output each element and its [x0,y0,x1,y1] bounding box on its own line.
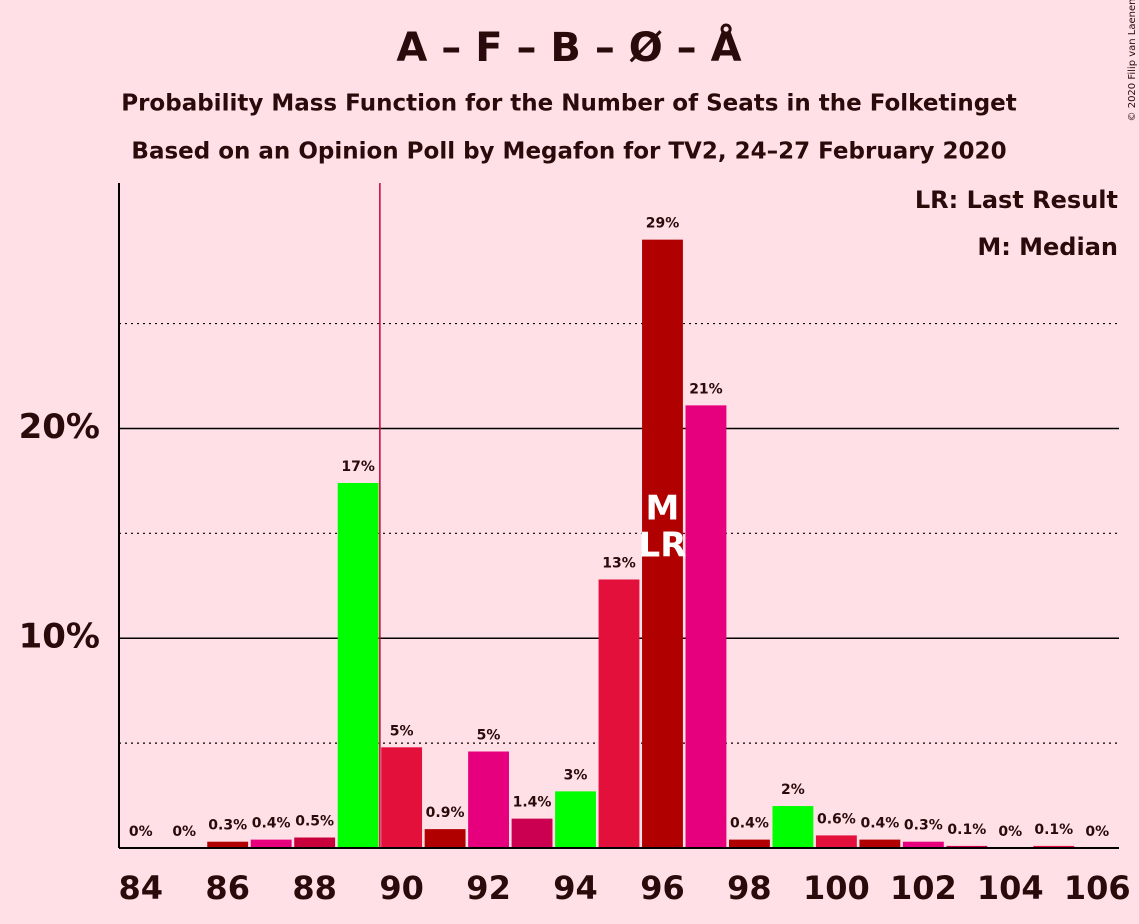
y-tick-label: 20% [19,407,100,447]
bar [1033,845,1075,848]
value-label: 0% [129,824,153,840]
value-label: 0.6% [817,811,856,827]
x-tick-label: 84 [118,869,163,907]
value-label: 0.9% [426,805,465,821]
value-label: 0.3% [904,818,943,834]
value-label: 21% [689,381,723,397]
bar [511,818,553,848]
value-label: 13% [602,555,636,571]
chart-title: A – F – B – Ø – Å [396,22,741,71]
bar [946,845,988,848]
last-result-marker: LR [639,526,687,566]
value-label: 0% [998,824,1022,840]
x-tick-label: 100 [803,869,870,907]
median-marker: M [646,489,680,529]
value-label: 0.1% [947,822,986,838]
bar [685,405,727,848]
value-label: 0.4% [252,816,291,832]
value-label: 1.4% [513,795,552,811]
bar [424,829,466,848]
x-tick-label: 94 [553,869,598,907]
legend-entry: LR: Last Result [915,186,1118,214]
bar [729,839,770,848]
bar [642,239,683,848]
value-label: 0% [1085,824,1109,840]
bar [815,835,857,848]
chart-subtitle: Probability Mass Function for the Number… [121,91,1017,117]
x-tick-label: 106 [1064,869,1131,907]
bar [250,839,292,848]
bar [294,837,336,848]
value-label: 5% [477,728,501,744]
bar [598,579,640,848]
bar [555,791,596,848]
value-label: 0.1% [1034,822,1073,838]
value-label: 29% [646,216,680,232]
bar [859,839,901,848]
value-label: 0% [172,824,196,840]
bar [207,841,249,848]
y-tick-label: 10% [19,617,100,657]
bar [772,806,814,848]
chart-subtitle: Based on an Opinion Poll by Megafon for … [131,139,1006,165]
copyright: © 2020 Filip van Laenen [1127,0,1138,121]
x-tick-label: 92 [466,869,511,907]
x-tick-label: 90 [379,869,424,907]
value-label: 0.4% [860,816,899,832]
x-tick-label: 98 [727,869,772,907]
x-tick-label: 86 [205,869,250,907]
bar [337,482,379,848]
x-tick-label: 104 [977,869,1044,907]
x-tick-label: 102 [890,869,957,907]
value-label: 5% [390,723,414,739]
bar [902,841,944,848]
value-label: 3% [564,767,588,783]
value-label: 0.3% [208,818,247,834]
value-label: 17% [341,459,375,475]
value-label: 2% [781,782,805,798]
x-tick-label: 88 [292,869,337,907]
value-label: 0.4% [730,816,769,832]
legend-entry: M: Median [977,233,1118,261]
value-label: 0.5% [295,814,334,830]
bar [381,747,423,848]
x-tick-label: 96 [640,869,685,907]
bar [468,751,509,848]
